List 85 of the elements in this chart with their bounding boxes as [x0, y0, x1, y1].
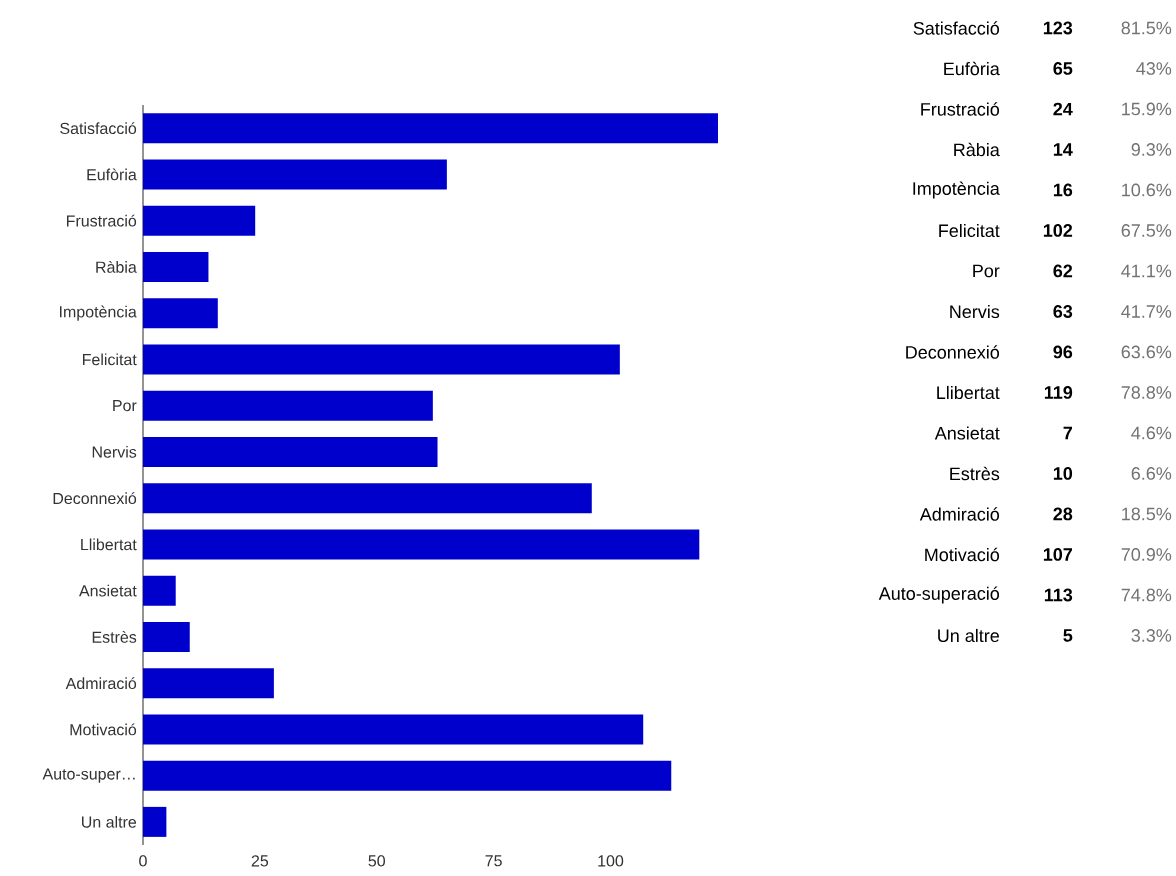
data-label: 74.8% — [1121, 588, 1172, 602]
x-tick-label: 100 — [598, 855, 624, 867]
y-tick-label: Por — [113, 400, 137, 412]
y-tick-label: Motivació — [70, 723, 137, 736]
data-label: 41.1% — [1121, 264, 1172, 278]
bar — [143, 390, 433, 421]
y-tick-label: Frustració — [66, 214, 137, 227]
category-label: Deconnexió — [906, 345, 1000, 359]
bar — [143, 668, 274, 699]
category-label: Impotència — [913, 181, 1000, 199]
data-label: 63.6% — [1121, 345, 1172, 359]
bar — [143, 159, 447, 190]
category-label: Auto-superació — [878, 586, 1000, 604]
data-label: 41.7% — [1121, 305, 1172, 318]
bar — [143, 714, 644, 745]
category-label: Nervis — [950, 304, 1000, 319]
y-tick-label: Un altre — [82, 816, 137, 828]
bar — [143, 806, 167, 837]
data-label: 28 — [1053, 507, 1073, 521]
category-label: Ràbia — [954, 142, 1000, 157]
data-label: 5 — [1063, 629, 1073, 642]
category-label: Llibertat — [937, 385, 1000, 400]
y-tick-label: Ràbia — [96, 260, 137, 273]
y-tick-label: Ansietat — [79, 584, 137, 597]
data-label: 102 — [1043, 224, 1073, 237]
y-tick-label: Eufòria — [87, 168, 137, 181]
data-label: 10 — [1053, 467, 1073, 480]
data-label: 96 — [1053, 345, 1073, 359]
category-label: Felicitat — [939, 223, 1000, 238]
data-label: 24 — [1053, 102, 1073, 116]
data-label: 119 — [1044, 386, 1073, 399]
y-tick-label: Satisfacció — [60, 122, 137, 135]
bar — [143, 575, 176, 606]
data-label: 113 — [1044, 588, 1073, 602]
data-label: 67.5% — [1121, 224, 1172, 237]
bar — [143, 760, 672, 791]
category-label: Un altre — [938, 628, 999, 643]
data-label: 15.9% — [1122, 102, 1172, 116]
data-label: 78.8% — [1121, 386, 1172, 399]
y-tick-label: Llibertat — [81, 538, 137, 551]
data-label: 107 — [1043, 548, 1073, 561]
x-tick-label: 75 — [485, 855, 502, 867]
bar — [143, 344, 620, 375]
category-label: Ansietat — [934, 426, 1000, 440]
x-tick-label: 25 — [251, 855, 269, 867]
data-label: 81.5% — [1121, 21, 1172, 35]
data-label: 18.5% — [1122, 507, 1172, 521]
data-label: 62 — [1053, 264, 1073, 278]
data-label: 6.6% — [1131, 467, 1172, 480]
data-label: 9.3% — [1131, 143, 1172, 156]
y-tick-label: Estrès — [92, 630, 137, 643]
data-label: 63 — [1053, 305, 1073, 318]
category-label: Frustració — [921, 102, 1000, 116]
y-tick-label: Nervis — [92, 446, 137, 458]
y-tick-label: Auto-super… — [42, 768, 135, 783]
data-label: 123 — [1043, 21, 1073, 35]
category-label: Admiració — [919, 507, 1000, 521]
data-label: 16 — [1053, 183, 1073, 197]
bar — [143, 529, 700, 560]
bar — [143, 621, 190, 652]
data-label: 43% — [1136, 62, 1172, 75]
bar — [143, 298, 218, 329]
data-label: 65 — [1053, 62, 1073, 75]
bar — [143, 436, 438, 467]
y-tick-label: Deconnexió — [53, 492, 137, 505]
category-label: Por — [973, 264, 1000, 278]
category-label: Satisfacció — [913, 21, 1000, 35]
bar — [143, 483, 592, 514]
x-tick-label: 50 — [368, 855, 386, 867]
y-tick-label: Felicitat — [82, 353, 137, 366]
bar — [143, 251, 209, 282]
bar — [143, 113, 718, 144]
x-tick-label: 0 — [139, 855, 147, 867]
data-label: 14 — [1053, 143, 1073, 156]
data-label: 10.6% — [1122, 183, 1172, 197]
y-tick-label: Admiració — [65, 677, 137, 690]
y-tick-label: Impotència — [60, 305, 137, 321]
category-label: Estrès — [950, 466, 1000, 481]
category-label: Eufòria — [944, 61, 1000, 76]
data-label: 70.9% — [1121, 548, 1172, 561]
bar — [143, 205, 256, 236]
category-label: Motivació — [925, 547, 1000, 562]
data-label: 7 — [1063, 426, 1073, 440]
data-label: 4.6% — [1131, 426, 1172, 440]
data-label: 3.3% — [1131, 629, 1172, 642]
